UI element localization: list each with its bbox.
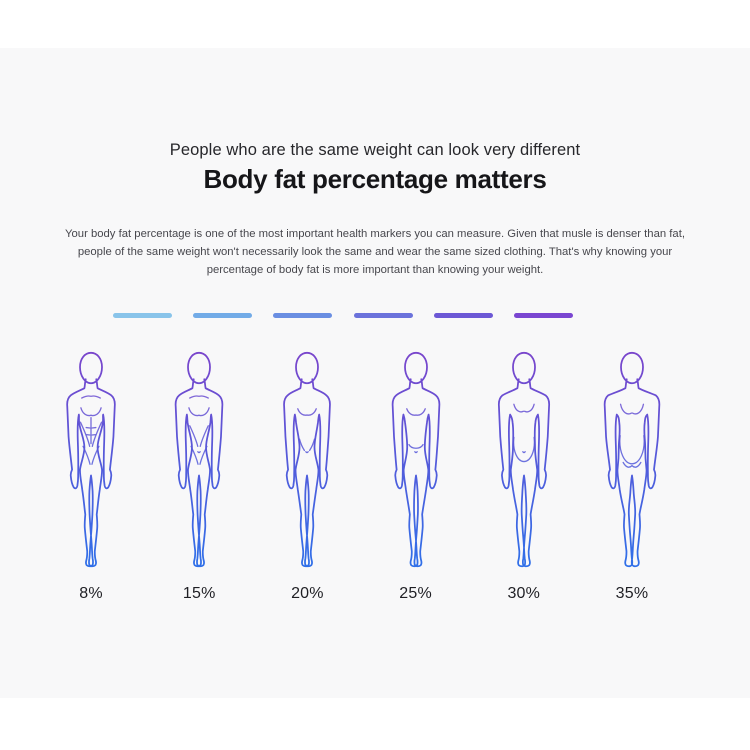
figure-column: 30% bbox=[480, 347, 568, 603]
figure-column: 25% bbox=[372, 347, 460, 603]
dash-segment-icon bbox=[113, 313, 172, 318]
body-outline-rounded-icon bbox=[480, 347, 568, 569]
figure-column: 15% bbox=[155, 347, 243, 603]
body-fat-section: People who are the same weight can look … bbox=[0, 48, 750, 698]
dash-segment-icon bbox=[513, 313, 573, 318]
dash-segment-icon bbox=[273, 313, 333, 318]
figure-label: 30% bbox=[507, 585, 541, 602]
dash-segment-icon bbox=[433, 313, 493, 318]
figures-row: 8% 15% 20% 25% 30% 35% bbox=[47, 347, 676, 603]
section-title: Body fat percentage matters bbox=[203, 164, 547, 194]
figure-label: 15% bbox=[182, 585, 216, 602]
figure-column: 35% bbox=[588, 347, 676, 603]
section-description: Your body fat percentage is one of the m… bbox=[65, 228, 685, 276]
dash-segment-icon bbox=[193, 313, 253, 318]
section-subtitle: People who are the same weight can look … bbox=[169, 141, 581, 159]
body-outline-heavy-icon bbox=[588, 347, 676, 569]
body-outline-lean-muscular-icon bbox=[47, 347, 135, 569]
gradient-dash-divider bbox=[113, 313, 573, 318]
figure-label: 8% bbox=[79, 585, 103, 602]
figure-label: 35% bbox=[615, 585, 649, 602]
figure-column: 20% bbox=[263, 347, 351, 603]
body-outline-fit-icon bbox=[263, 347, 351, 569]
figure-column: 8% bbox=[47, 347, 135, 603]
dash-segment-icon bbox=[353, 313, 413, 318]
figure-label: 25% bbox=[399, 585, 432, 602]
body-outline-average-icon bbox=[372, 347, 460, 569]
figure-label: 20% bbox=[291, 585, 324, 602]
body-outline-athletic-icon bbox=[155, 347, 243, 569]
